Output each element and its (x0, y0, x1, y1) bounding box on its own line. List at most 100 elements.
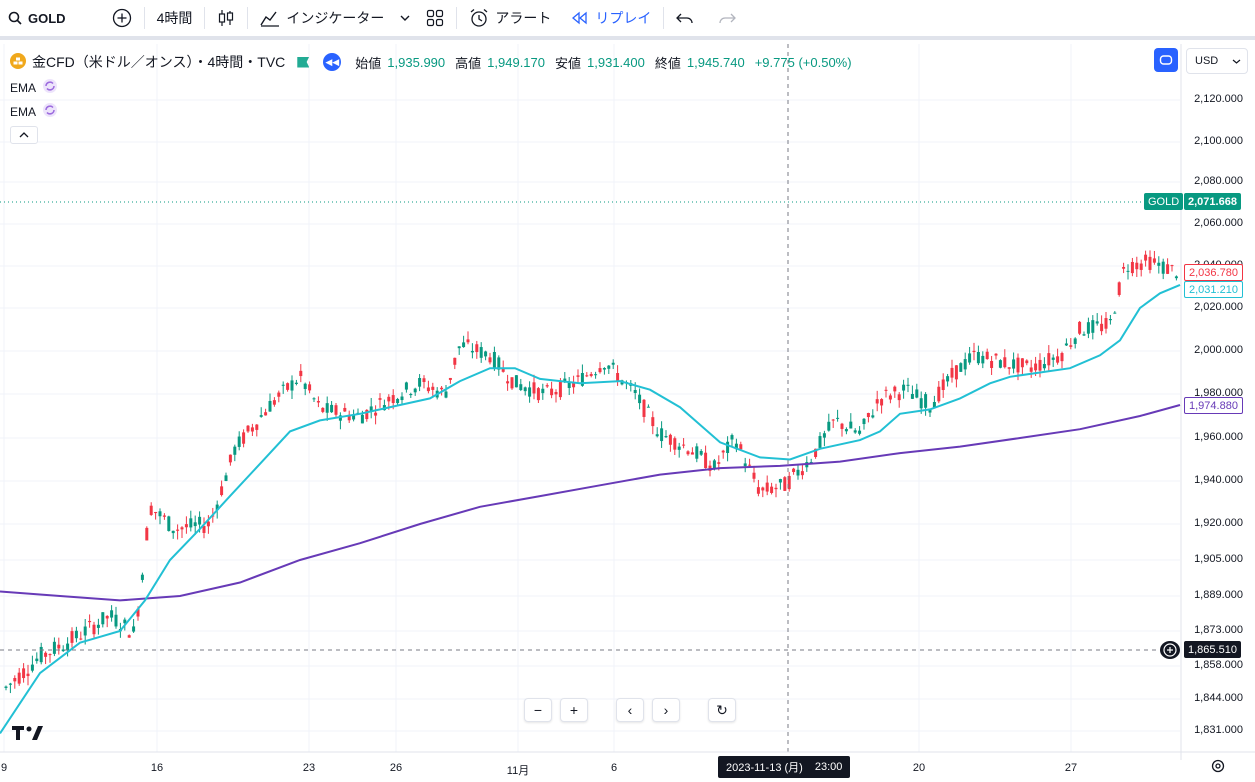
sync-button[interactable] (1154, 48, 1178, 72)
candle-body (242, 432, 246, 444)
candle-body (1003, 357, 1007, 368)
candle-body (849, 421, 853, 429)
tradingview-logo[interactable] (12, 724, 44, 747)
candle-body (484, 351, 488, 357)
zoom-out-button[interactable]: − (524, 698, 552, 722)
interval-button[interactable]: 4時間 (149, 0, 201, 38)
high-label: 高値 (455, 55, 482, 71)
candle-body (448, 377, 452, 380)
price-tick-label: 2,120.000 (1194, 93, 1243, 105)
candle-body (378, 398, 382, 400)
candle-body (1122, 266, 1126, 269)
price-tick-label: 1,844.000 (1194, 692, 1243, 704)
candle-body (198, 516, 202, 525)
scroll-left-button[interactable]: ‹ (616, 698, 644, 722)
candle-body (642, 399, 646, 417)
candle-body (334, 405, 338, 415)
add-alert-button[interactable] (1160, 641, 1180, 659)
close-value: 1,945.740 (686, 54, 745, 70)
symbol-title[interactable]: 金CFD（米ドル／オンス）・4時間・TVC (32, 54, 286, 70)
compare-button[interactable] (104, 0, 140, 38)
candle-body (950, 367, 954, 378)
candle-body (26, 673, 30, 677)
candle-body (154, 511, 158, 514)
search-icon (8, 11, 22, 25)
candle-body (699, 450, 703, 455)
ema-fast-value: 2,031.210 (1189, 283, 1238, 296)
candle-body (281, 384, 285, 386)
candle-body (743, 463, 747, 467)
collapse-legend-button[interactable] (10, 126, 38, 144)
candle-body (202, 525, 206, 533)
replay-button[interactable]: リプレイ (563, 0, 659, 38)
price-tick-label: 1,920.000 (1194, 517, 1243, 529)
reset-chart-button[interactable]: ↻ (708, 698, 736, 722)
redo-button[interactable] (710, 0, 744, 38)
candle-body (765, 482, 769, 492)
candle-body (915, 389, 919, 398)
replay-legend-button[interactable]: ◀◀ (323, 53, 342, 71)
indicator-ema-1[interactable]: EMA (10, 78, 58, 97)
chevron-down-icon (1232, 59, 1241, 64)
candle-body (286, 383, 290, 390)
candle-body (519, 384, 523, 391)
plus-circle-icon (1163, 643, 1177, 657)
candle-body (545, 385, 549, 387)
candle-body (734, 443, 738, 450)
price-tick-label: 1,905.000 (1194, 553, 1243, 565)
candles-icon (217, 8, 235, 28)
indicator-ema-2[interactable]: EMA (10, 102, 58, 121)
time-tick-label: 26 (389, 762, 403, 774)
candle-body (673, 438, 677, 450)
settings-button[interactable] (1210, 758, 1226, 779)
candle-body (941, 379, 945, 391)
alert-label: アラート (495, 10, 552, 26)
top-toolbar: GOLD 4時間 インジケーター アラート (0, 0, 1255, 40)
candle-body (444, 391, 448, 398)
ema-slow-line (0, 404, 1181, 602)
candle-body (770, 486, 774, 493)
crosshair-date: 2023-11-13 (月) (726, 762, 803, 774)
alert-button[interactable]: アラート (461, 0, 559, 38)
candle-body (1042, 364, 1046, 369)
candle-body (1108, 319, 1112, 321)
candle-body (325, 403, 329, 413)
candle-body (4, 686, 8, 688)
candle-body (321, 407, 325, 412)
candle-body (730, 435, 734, 440)
candle-body (976, 352, 980, 364)
candle-body (576, 375, 580, 377)
high-value: 1,949.170 (487, 54, 545, 70)
candle-body (158, 511, 162, 517)
candle-body (1130, 261, 1134, 274)
symbol-search-button[interactable]: GOLD (0, 0, 74, 38)
candlestick-series (4, 250, 1178, 694)
price-tick-label: 2,080.000 (1194, 175, 1243, 187)
candle-body (264, 412, 268, 416)
candle-body (470, 350, 474, 353)
change-value: +9.775 (+0.50%) (754, 54, 852, 70)
candle-body (176, 529, 180, 531)
undo-button[interactable] (668, 0, 702, 38)
candle-body (39, 646, 43, 663)
toolbar-divider (456, 7, 458, 29)
indicators-button[interactable]: インジケーター (252, 0, 418, 38)
candle-body (796, 469, 800, 476)
candle-body (1091, 320, 1095, 333)
candle-body (959, 363, 963, 372)
rewind-icon (571, 11, 589, 25)
chart-type-button[interactable] (209, 0, 243, 38)
candle-body (88, 620, 92, 623)
candle-body (1016, 357, 1020, 373)
candle-body (919, 398, 923, 409)
candle-body (453, 357, 457, 365)
candle-body (418, 377, 422, 387)
candle-body (563, 378, 567, 382)
interval-label: 4時間 (156, 10, 193, 26)
zoom-in-button[interactable]: + (560, 698, 588, 722)
currency-select[interactable]: USD (1186, 48, 1248, 74)
scroll-right-button[interactable]: › (652, 698, 680, 722)
candle-body (778, 479, 782, 483)
layouts-button[interactable] (418, 0, 452, 38)
